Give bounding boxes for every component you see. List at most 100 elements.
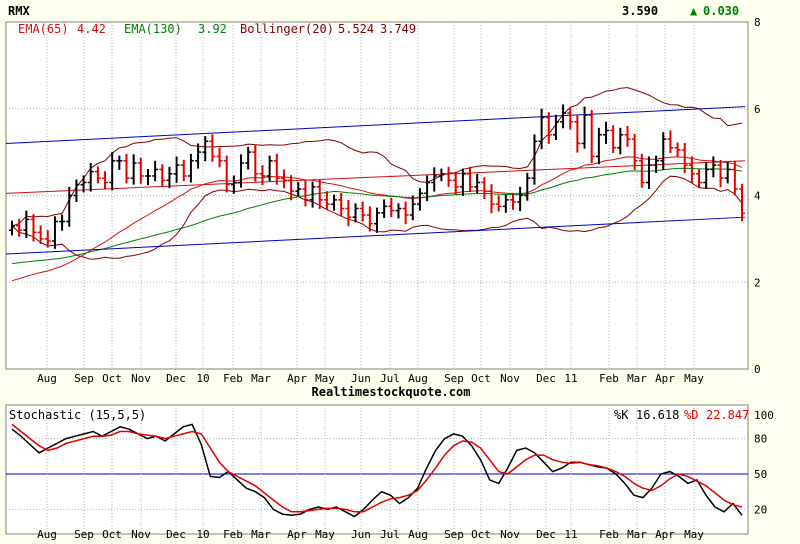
ohlc-bar [409, 195, 416, 221]
ohlc-bar [230, 175, 237, 194]
ohlc-bar [645, 156, 652, 189]
ohlc-bar [509, 192, 516, 210]
stoch-y-tick-label: 50 [754, 468, 767, 481]
ohlc-bar [617, 127, 624, 155]
price-x-tick-label: Apr [287, 372, 307, 385]
stoch-x-tick-label: May [315, 528, 335, 540]
ohlc-bar [660, 132, 667, 170]
price-x-tick-label: Aug [408, 372, 428, 385]
symbol-label: RMX [8, 4, 30, 18]
ohlc-bar [717, 159, 724, 188]
stoch-x-tick-label: Apr [655, 528, 675, 540]
stoch-d-line [11, 423, 743, 513]
ohlc-bar [567, 107, 574, 130]
ohlc-bar [631, 133, 638, 170]
stoch-x-tick-label: Oct [471, 528, 491, 540]
ohlc-bar [280, 169, 287, 189]
ohlc-bar [209, 134, 216, 162]
ohlc-bar [302, 180, 309, 207]
price-x-tick-label: Sep [444, 372, 464, 385]
stoch-x-tick-label: Mar [627, 528, 647, 540]
bollinger-upper-value: 5.524 [338, 22, 374, 36]
ohlc-bar [123, 153, 130, 184]
stochastic-panel [5, 404, 749, 535]
price-x-tick-label: Feb [223, 372, 243, 385]
stoch-x-tick-label: May [684, 528, 704, 540]
ohlc-bar [202, 136, 209, 162]
price-x-tick-label: May [684, 372, 704, 385]
ohlc-bar [388, 197, 395, 218]
ohlc-bars [9, 104, 745, 249]
ohlc-bar [481, 177, 488, 199]
ohlc-bar [159, 164, 166, 187]
ohlc-bar [552, 114, 559, 140]
ohlc-bar [44, 230, 51, 248]
ohlc-bar [653, 155, 660, 173]
ema65-label: EMA(65) [18, 22, 69, 36]
ohlc-bar [638, 153, 645, 188]
stoch-y-tick-label: 80 [754, 433, 767, 446]
stoch-x-tick-label: Sep [74, 528, 94, 540]
price-y-tick-label: 8 [754, 16, 761, 29]
price-x-tick-label: Aug [37, 372, 57, 385]
price-x-tick-label: 10 [196, 372, 209, 385]
ohlc-bar [116, 155, 123, 170]
ohlc-bar [359, 201, 366, 222]
ohlc-bar [739, 183, 745, 222]
ema65-value: 4.42 [77, 22, 106, 36]
ohlc-bar [595, 127, 602, 165]
change-arrow-icon: ▲ [690, 4, 698, 18]
stoch-y-tick-label: 20 [754, 503, 767, 516]
ohlc-bar [696, 168, 703, 188]
price-x-tick-label: Mar [627, 372, 647, 385]
price-x-axis: Aug Sep Oct Nov Dec 10 Feb Mar Apr May Jun Jul Aug Se… [37, 372, 704, 385]
bollinger-lower-value: 3.749 [380, 22, 416, 36]
stoch-k-line [11, 423, 743, 518]
ohlc-bar [416, 188, 423, 211]
price-x-tick-label: Jun [351, 372, 371, 385]
bollinger-upper-line [11, 87, 743, 227]
stoch-x-tick-label: Sep [444, 528, 464, 540]
ohlc-bar [603, 121, 610, 144]
ohlc-bar [502, 194, 509, 213]
ohlc-bar [366, 206, 373, 232]
ohlc-bar [16, 218, 23, 237]
price-x-tick-label: Sep [74, 372, 94, 385]
stoch-y-tick-label: 100 [754, 409, 774, 422]
ohlc-bar [51, 216, 58, 249]
ohlc-bar [538, 108, 545, 150]
price-change: 0.030 [703, 4, 739, 18]
ohlc-bar [731, 160, 738, 196]
price-overlays [5, 87, 746, 282]
ohlc-bar [588, 110, 595, 163]
ohlc-bar [144, 169, 151, 186]
stoch-d-label: %D [684, 408, 698, 422]
stochastic-title: Stochastic (15,5,5) [9, 408, 146, 422]
bollinger-label: Bollinger(20) [240, 22, 334, 36]
stoch-x-tick-label: Dec [166, 528, 186, 540]
ema130-line [11, 167, 743, 265]
ohlc-bar [223, 155, 230, 193]
stochastic-grid [6, 405, 748, 534]
ohlc-bar [452, 171, 459, 195]
ohlc-bar [109, 152, 116, 191]
ohlc-bar [681, 143, 688, 173]
price-x-tick-label: Dec [166, 372, 186, 385]
ohlc-bar [688, 156, 695, 183]
stoch-x-tick-label: Aug [37, 528, 57, 540]
price-x-tick-label: Oct [102, 372, 122, 385]
ohlc-bar [37, 225, 44, 245]
ohlc-bar [80, 175, 87, 193]
ohlc-bar [381, 199, 388, 219]
stoch-x-tick-label: Mar [251, 528, 271, 540]
price-x-tick-label: 11 [564, 372, 577, 385]
stoch-x-tick-label: Feb [223, 528, 243, 540]
ohlc-bar [581, 106, 588, 149]
ohlc-bar [624, 126, 631, 147]
price-y-tick-label: 6 [754, 103, 761, 116]
ema130-value: 3.92 [198, 22, 227, 36]
ohlc-bar [30, 214, 37, 242]
stoch-x-tick-label: Dec [536, 528, 556, 540]
stoch-x-tick-label: Apr [287, 528, 307, 540]
ohlc-bar [23, 210, 30, 239]
